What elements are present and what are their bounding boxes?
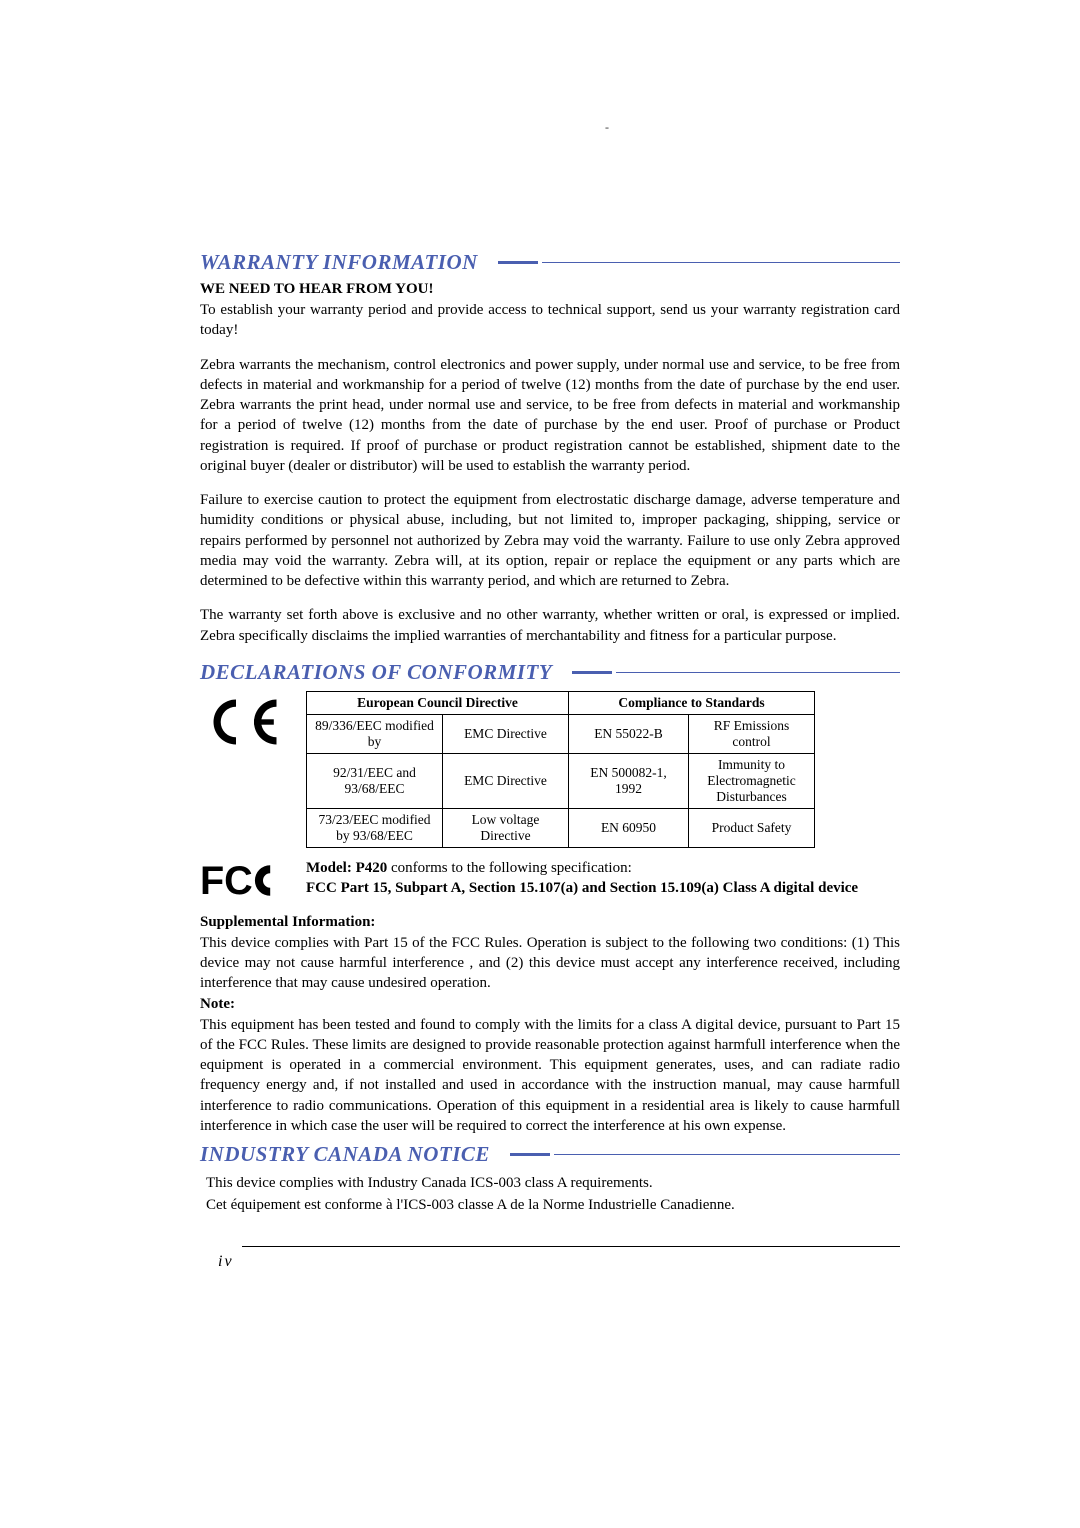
- footer-rule: [242, 1246, 900, 1247]
- conformity-heading: DECLARATIONS OF CONFORMITY: [200, 660, 552, 685]
- warranty-p1: To establish your warranty period and pr…: [200, 300, 900, 341]
- heading-rule-thick: [498, 261, 538, 264]
- note-text: This equipment has been tested and found…: [200, 1015, 900, 1137]
- canada-heading-row: INDUSTRY CANADA NOTICE: [200, 1142, 900, 1167]
- supplemental-text: This device complies with Part 15 of the…: [200, 933, 900, 994]
- canada-line1: This device complies with Industry Canad…: [200, 1173, 900, 1193]
- warranty-heading-row: WARRANTY INFORMATION: [200, 250, 900, 275]
- warranty-heading: WARRANTY INFORMATION: [200, 250, 478, 275]
- canada-line2: Cet équipement est conforme à l'ICS-003 …: [200, 1195, 900, 1215]
- page-footer: iv: [200, 1246, 900, 1271]
- table-row: 73/23/EEC modified by 93/68/EEC Low volt…: [307, 808, 815, 847]
- note-label: Note:: [200, 996, 900, 1013]
- canada-heading: INDUSTRY CANADA NOTICE: [200, 1142, 490, 1167]
- fcc-line2: FCC Part 15, Subpart A, Section 15.107(a…: [306, 880, 858, 896]
- fcc-model-rest: conforms to the following specification:: [387, 860, 632, 876]
- conformity-table: European Council Directive Compliance to…: [306, 691, 815, 848]
- heading-rule-thin: [616, 672, 900, 673]
- conformity-block: European Council Directive Compliance to…: [200, 691, 900, 848]
- heading-rule-thick: [510, 1153, 550, 1156]
- table-header-standards: Compliance to Standards: [569, 691, 815, 714]
- supplemental-label: Supplemental Information:: [200, 914, 900, 931]
- conformity-heading-row: DECLARATIONS OF CONFORMITY: [200, 660, 900, 685]
- heading-rule-thin: [542, 262, 900, 263]
- svg-text:FC: FC: [200, 859, 253, 903]
- fcc-text: Model: P420 conforms to the following sp…: [306, 858, 858, 899]
- page-number: iv: [218, 1253, 234, 1271]
- ce-mark-icon: [200, 691, 290, 754]
- warranty-p2: Zebra warrants the mechanism, control el…: [200, 355, 900, 477]
- stray-dash: -: [605, 120, 609, 135]
- heading-rule-thin: [554, 1154, 900, 1155]
- warranty-p3: Failure to exercise caution to protect t…: [200, 490, 900, 591]
- fcc-block: FC Model: P420 conforms to the following…: [200, 858, 900, 908]
- warranty-p4: The warranty set forth above is exclusiv…: [200, 605, 900, 646]
- table-header-directive: European Council Directive: [307, 691, 569, 714]
- page-content: WARRANTY INFORMATION WE NEED TO HEAR FRO…: [200, 250, 900, 1271]
- table-row: 89/336/EEC modified by EMC Directive EN …: [307, 714, 815, 753]
- fcc-model-label: Model: P420: [306, 860, 387, 876]
- fcc-logo-icon: FC: [200, 858, 290, 908]
- heading-rule-thick: [572, 671, 612, 674]
- warranty-subheading: WE NEED TO HEAR FROM YOU!: [200, 281, 900, 298]
- table-row: 92/31/EEC and 93/68/EEC EMC Directive EN…: [307, 753, 815, 808]
